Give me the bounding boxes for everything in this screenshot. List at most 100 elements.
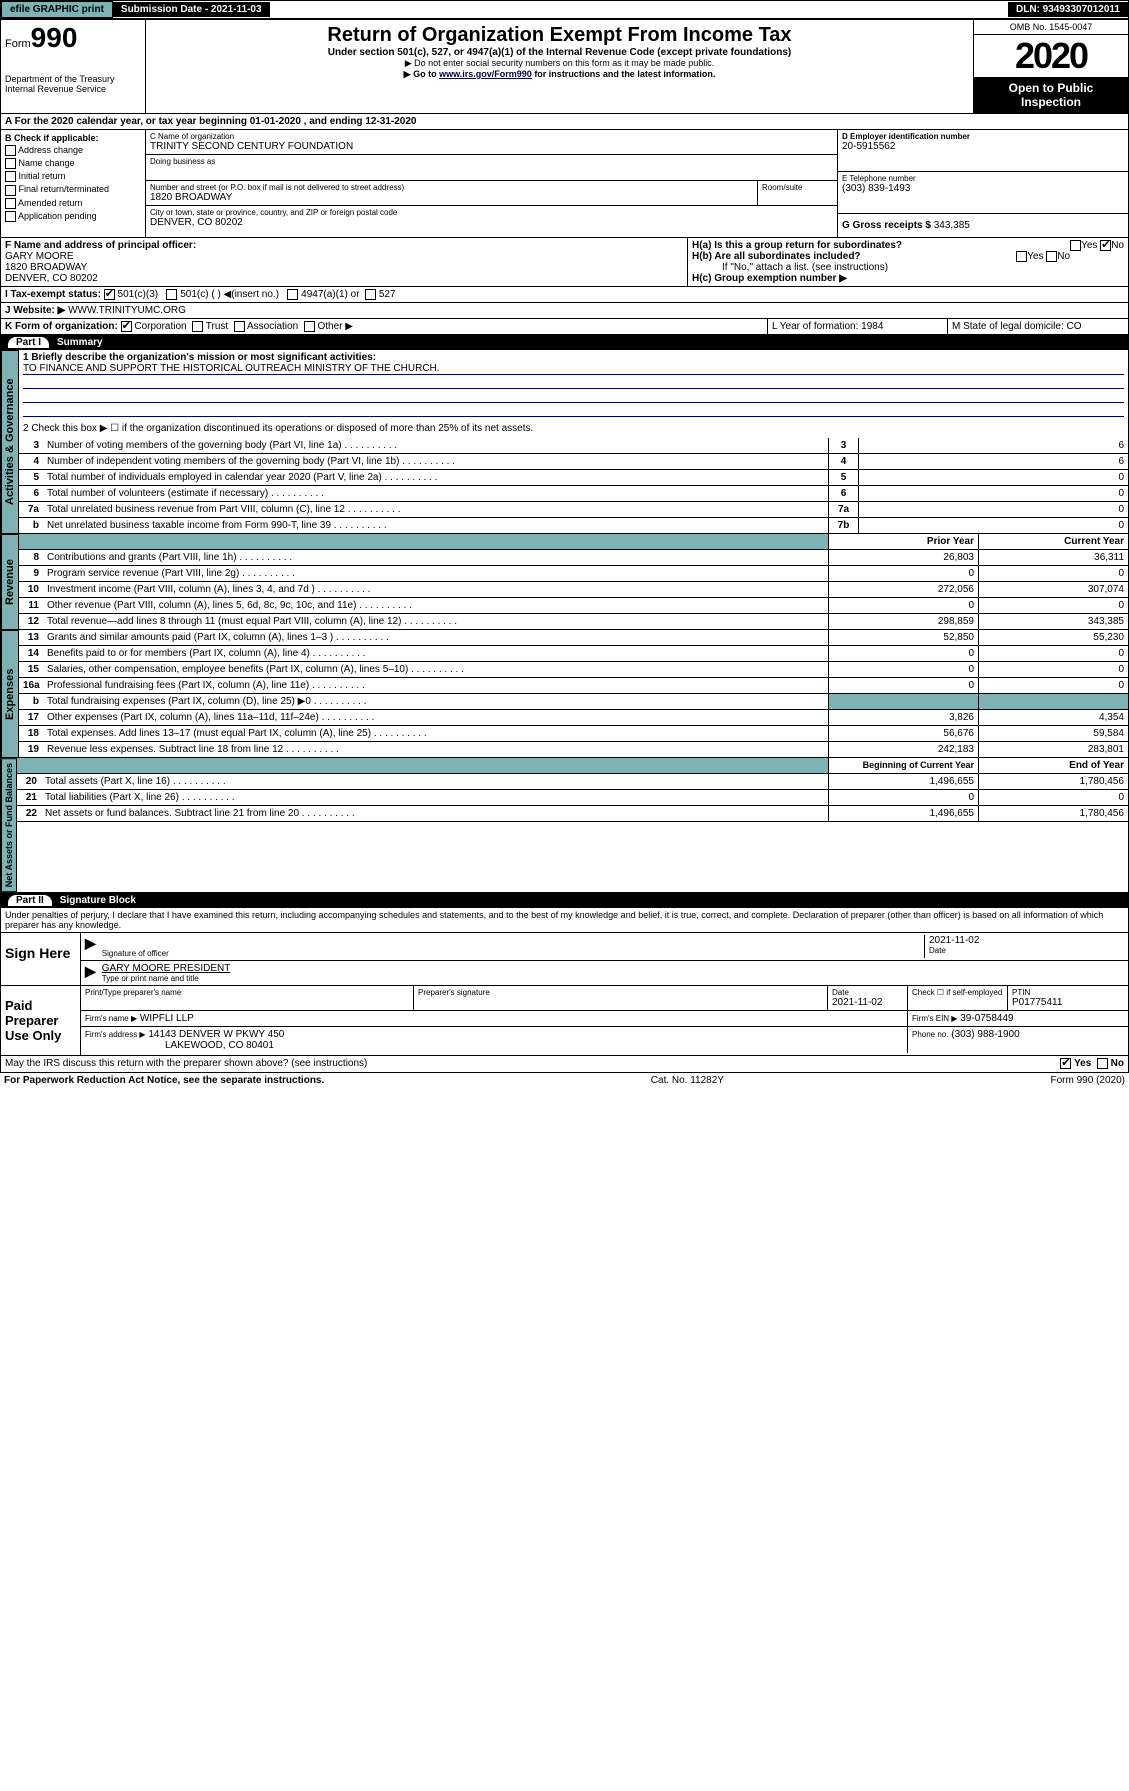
- form-title: Return of Organization Exempt From Incom…: [150, 24, 969, 47]
- org-info-row: B Check if applicable: Address change Na…: [0, 130, 1129, 238]
- end-year-head: End of Year: [978, 758, 1128, 773]
- part2-title: Signature Block: [60, 895, 136, 906]
- check-applicable: B Check if applicable: Address change Na…: [1, 130, 146, 237]
- k-other[interactable]: [304, 321, 315, 332]
- addr-label: Number and street (or P.O. box if mail i…: [150, 183, 753, 192]
- paid-preparer-block: Paid Preparer Use Only Print/Type prepar…: [0, 986, 1129, 1056]
- ck-pending[interactable]: [5, 211, 16, 222]
- form-number: 990: [31, 22, 78, 53]
- efile-btn[interactable]: efile GRAPHIC print: [1, 1, 113, 18]
- sig-date-label: Date: [929, 946, 1124, 955]
- footer: For Paperwork Reduction Act Notice, see …: [0, 1073, 1129, 1088]
- ck-amended[interactable]: [5, 198, 16, 209]
- dba-label: Doing business as: [150, 157, 833, 166]
- data-line: 12Total revenue—add lines 8 through 11 (…: [19, 614, 1128, 630]
- firm-addr2: LAKEWOOD, CO 80401: [85, 1040, 903, 1051]
- sign-here-block: Sign Here ▶ Signature of officer 2021-11…: [0, 932, 1129, 986]
- data-line: 8Contributions and grants (Part VIII, li…: [19, 550, 1128, 566]
- data-line: 19Revenue less expenses. Subtract line 1…: [19, 742, 1128, 758]
- part1-title: Summary: [57, 337, 103, 348]
- footer-left: For Paperwork Reduction Act Notice, see …: [4, 1075, 324, 1086]
- ck-name[interactable]: [5, 158, 16, 169]
- data-line: 18Total expenses. Add lines 13–17 (must …: [19, 726, 1128, 742]
- hb-yes[interactable]: [1016, 251, 1027, 262]
- firm-addr: 14143 DENVER W PKWY 450: [148, 1029, 284, 1040]
- expenses-block: Expenses 13Grants and similar amounts pa…: [0, 630, 1129, 758]
- part2-num: Part II: [8, 895, 52, 906]
- dln: DLN: 93493307012011: [1008, 2, 1128, 17]
- tax-year-line: A For the 2020 calendar year, or tax yea…: [0, 114, 1129, 130]
- note-goto: ▶ Go to: [404, 69, 437, 79]
- prep-sig-h: Preparer's signature: [414, 986, 828, 1010]
- hc-label: H(c) Group exemption number ▶: [692, 273, 1124, 284]
- i-527[interactable]: [365, 289, 376, 300]
- firm-phone-l: Phone no.: [912, 1030, 948, 1039]
- arrow-icon: ▶: [85, 935, 96, 958]
- discuss-no[interactable]: [1097, 1058, 1108, 1069]
- footer-cat: Cat. No. 11282Y: [651, 1075, 724, 1086]
- officer-name: GARY MOORE: [5, 251, 683, 262]
- data-line: 11Other revenue (Part VIII, column (A), …: [19, 598, 1128, 614]
- i-label: I Tax-exempt status:: [5, 289, 101, 300]
- vtab-expenses: Expenses: [1, 630, 19, 758]
- sig-declaration: Under penalties of perjury, I declare th…: [0, 908, 1129, 932]
- mission-blank: [23, 403, 1124, 417]
- data-line: 22Net assets or fund balances. Subtract …: [17, 806, 1128, 822]
- discuss-text: May the IRS discuss this return with the…: [5, 1058, 367, 1069]
- dept-label: Department of the Treasury Internal Reve…: [5, 74, 141, 94]
- check-b-label: B Check if applicable:: [5, 132, 141, 144]
- ck-address[interactable]: [5, 145, 16, 156]
- ha-yes[interactable]: [1070, 240, 1081, 251]
- prep-name-h: Print/Type preparer's name: [81, 986, 414, 1010]
- m-state: M State of legal domicile: CO: [948, 319, 1128, 334]
- mission-blank: [23, 375, 1124, 389]
- prior-year-head: Prior Year: [828, 534, 978, 549]
- arrow-icon: ▶: [85, 963, 96, 983]
- k-trust[interactable]: [192, 321, 203, 332]
- mission-blank: [23, 389, 1124, 403]
- discuss-yes[interactable]: [1060, 1058, 1071, 1069]
- j-row: J Website: ▶ WWW.TRINITYUMC.ORG: [0, 303, 1129, 319]
- data-line: 10Investment income (Part VIII, column (…: [19, 582, 1128, 598]
- prep-date-h: Date: [832, 988, 903, 997]
- gov-line: 6Total number of volunteers (estimate if…: [19, 486, 1128, 502]
- ck-initial[interactable]: [5, 171, 16, 182]
- data-line: 17Other expenses (Part IX, column (A), l…: [19, 710, 1128, 726]
- sign-here-label: Sign Here: [1, 933, 81, 985]
- g-label: G Gross receipts $: [842, 220, 931, 231]
- k-corp[interactable]: [121, 321, 132, 332]
- ck-final[interactable]: [5, 185, 16, 196]
- firm-name: WIPFLI LLP: [140, 1013, 194, 1024]
- gov-line: 7aTotal unrelated business revenue from …: [19, 502, 1128, 518]
- i-501c[interactable]: [166, 289, 177, 300]
- form-subtitle: Under section 501(c), 527, or 4947(a)(1)…: [150, 47, 969, 58]
- hb-label: H(b) Are all subordinates included?: [692, 251, 861, 262]
- footer-form: Form 990 (2020): [1051, 1075, 1125, 1086]
- vtab-revenue: Revenue: [1, 534, 19, 630]
- firm-addr-l: Firm's address ▶: [85, 1030, 146, 1039]
- k-assoc[interactable]: [234, 321, 245, 332]
- data-line: 16aProfessional fundraising fees (Part I…: [19, 678, 1128, 694]
- org-city: DENVER, CO 80202: [150, 217, 833, 228]
- irs-link[interactable]: www.irs.gov/Form990: [439, 69, 532, 79]
- i-4947[interactable]: [287, 289, 298, 300]
- officer-sig-name: GARY MOORE PRESIDENT: [102, 963, 1124, 974]
- firm-name-l: Firm's name ▶: [85, 1014, 137, 1023]
- ha-no[interactable]: [1100, 240, 1111, 251]
- room-label: Room/suite: [762, 183, 833, 192]
- hb-note: If "No," attach a list. (see instruction…: [692, 262, 1124, 273]
- ptin: P01775411: [1012, 997, 1124, 1008]
- j-label: J Website: ▶: [5, 305, 65, 316]
- phone: (303) 839-1493: [842, 183, 1124, 194]
- officer-city: DENVER, CO 80202: [5, 273, 683, 284]
- officer-addr: 1820 BROADWAY: [5, 262, 683, 273]
- top-bar: efile GRAPHIC print Submission Date - 20…: [0, 0, 1129, 19]
- prep-date: 2021-11-02: [832, 997, 903, 1008]
- current-year-head: Current Year: [978, 534, 1128, 549]
- hb-no[interactable]: [1046, 251, 1057, 262]
- type-name-label: Type or print name and title: [102, 974, 1124, 983]
- i-501c3[interactable]: [104, 289, 115, 300]
- city-label: City or town, state or province, country…: [150, 208, 833, 217]
- data-line: 15Salaries, other compensation, employee…: [19, 662, 1128, 678]
- data-line: 14Benefits paid to or for members (Part …: [19, 646, 1128, 662]
